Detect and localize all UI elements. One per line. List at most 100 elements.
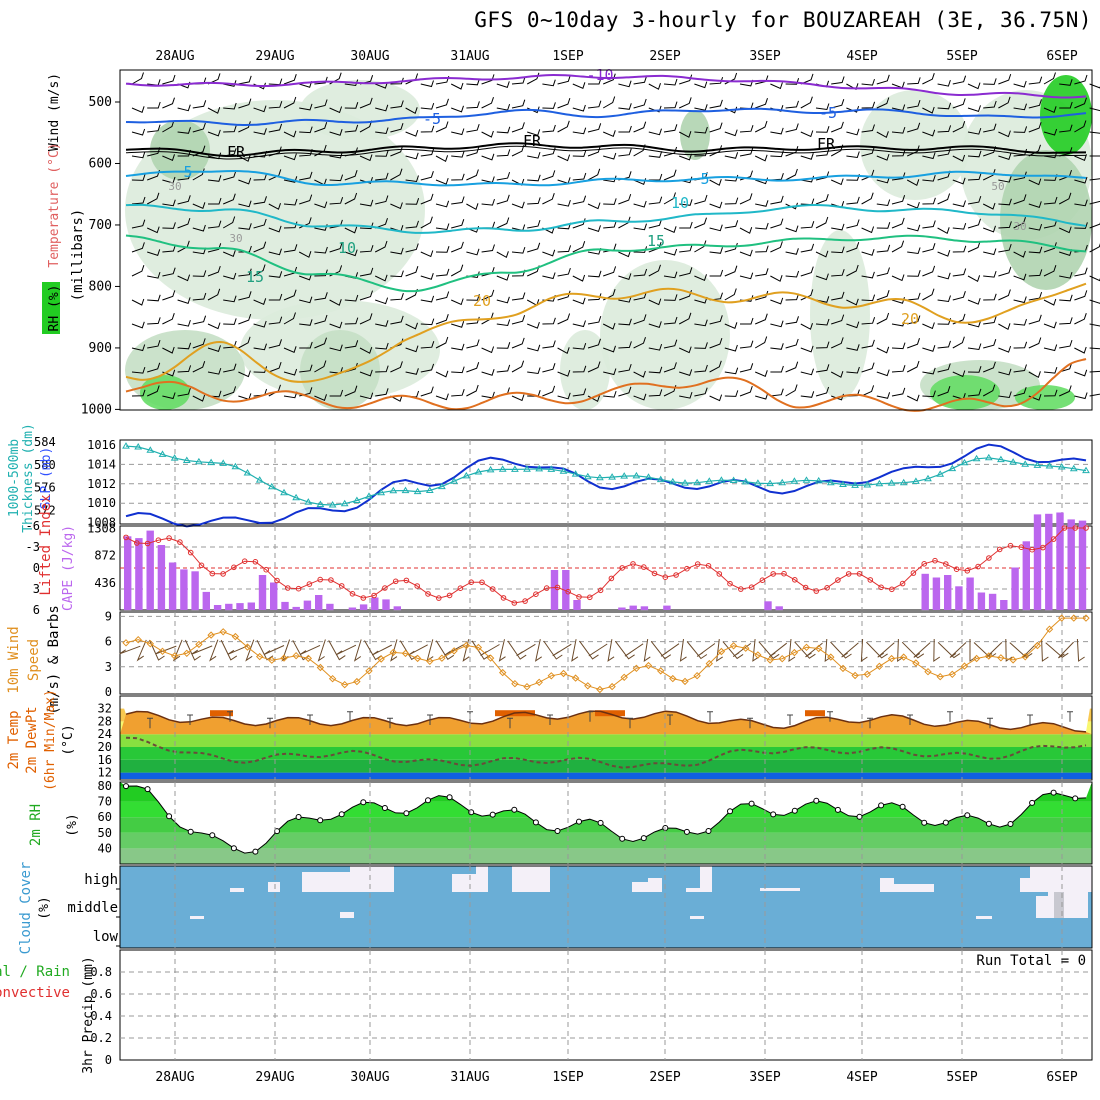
upper-wind-barb: [496, 194, 510, 205]
upper-wind-barb: [603, 73, 616, 85]
upper-wind-barb: [633, 200, 647, 208]
upper-wind-barb: [435, 370, 449, 378]
wind-barb: [119, 645, 141, 655]
lifted-index-marker: [403, 577, 410, 584]
upper-wind-barb: [268, 78, 283, 86]
upper-wind-barb: [739, 272, 754, 280]
cape-bar: [1078, 520, 1087, 610]
thickness-marker: [328, 501, 337, 508]
upper-wind-barb: [496, 296, 510, 304]
lifted-index-marker: [802, 584, 809, 591]
upper-wind-barb: [998, 175, 1012, 183]
upper-wind-barb: [405, 129, 419, 137]
upper-wind-barb: [679, 221, 693, 229]
upper-wind-barb: [1043, 298, 1057, 306]
lifted-index-marker: [1040, 544, 1046, 551]
upper-wind-barb: [1074, 392, 1088, 400]
wind-barb: [877, 642, 895, 658]
slp-tick-1012: 1012: [87, 477, 116, 491]
contour-label: -5: [819, 104, 837, 122]
upper-wind-barb: [390, 100, 404, 109]
rh-marker: [123, 783, 129, 790]
wind-speed-marker: [353, 677, 361, 686]
temp-minmax-bar: [947, 711, 953, 722]
wind-speed-marker: [814, 644, 823, 653]
upper-wind-barb: [861, 124, 875, 133]
thickness-marker: [377, 488, 386, 496]
upper-wind-barb: [238, 75, 252, 85]
precip-ylabel-convective: Convective: [0, 985, 70, 1001]
upper-wind-barb: [740, 317, 754, 325]
wind-speed-marker: [340, 680, 349, 689]
upper-wind-barb: [131, 366, 146, 374]
wind-speed-marker: [1070, 614, 1078, 622]
upper-wind-barb: [375, 172, 389, 181]
upper-wind-barb: [1059, 79, 1073, 86]
upper-wind-barb: [1043, 106, 1057, 113]
thickness-marker: [547, 465, 556, 472]
wind-barb: [426, 639, 434, 662]
upper-wind-barb: [831, 291, 845, 301]
upper-wind-barb: [451, 241, 464, 253]
cape-bar: [1056, 512, 1064, 610]
upper-wind-barb: [511, 360, 525, 373]
upper-wind-barb: [922, 152, 936, 160]
upper-wind-barb: [1089, 83, 1100, 89]
cloud-block-9: [686, 888, 700, 892]
upper-wind-barb: [299, 296, 313, 304]
thickness-marker: [267, 482, 276, 490]
upper-wind-barb: [618, 386, 632, 397]
upper-wind-barb: [147, 101, 161, 109]
cape-bar: [236, 603, 244, 610]
upper-wind-barb: [770, 127, 784, 135]
upper-wind-barb: [572, 127, 587, 135]
upper-wind-barb: [1043, 389, 1058, 397]
upper-wind-barb: [663, 226, 677, 233]
cloud-block-21: [976, 916, 992, 919]
upper-wind-barb: [162, 222, 176, 229]
thickness-tick-576: 576: [34, 481, 56, 495]
upper-wind-barb: [375, 195, 389, 205]
upper-wind-barb: [496, 81, 510, 89]
upper-wind-barb: [679, 153, 692, 161]
upper-wind-barb: [952, 154, 966, 162]
thickness-marker: [912, 477, 920, 484]
wind-barb: [660, 643, 680, 657]
temp-minmax-bar: [867, 717, 873, 729]
cape-bar: [281, 601, 289, 610]
thickness-marker: [1082, 466, 1090, 474]
slp-ylabel-thickness-range: 1000-500mb: [7, 439, 22, 517]
upper-wind-barb: [481, 244, 495, 253]
precip-tick-0.8: 0.8: [90, 965, 112, 979]
upper-wind-barb: [815, 103, 830, 111]
wind-barb: [679, 639, 687, 662]
wind-barb: [543, 640, 563, 660]
upper-wind-barb: [603, 390, 617, 398]
wind-barb: [937, 642, 961, 659]
wind-barb: [408, 644, 428, 656]
upper-wind-barb: [998, 289, 1011, 301]
upper-wind-barb: [162, 290, 176, 301]
cape-bar: [1067, 519, 1075, 610]
temp-minmax-bar: [1027, 714, 1033, 725]
precip-panel-frame: [119, 949, 1093, 1061]
upper-wind-barb: [830, 178, 844, 186]
upper-wind-barb: [922, 220, 936, 229]
thickness-marker: [899, 478, 908, 486]
wind-speed-marker: [231, 632, 240, 641]
rh-marker: [338, 811, 345, 818]
lifted-index-marker: [285, 585, 291, 591]
upper-wind-barb: [223, 80, 237, 87]
upper-wind-barb: [907, 270, 921, 277]
upper-wind-barb: [1013, 80, 1027, 88]
upper-wind-barb: [192, 100, 207, 109]
wind-speed-marker: [632, 664, 641, 673]
thickness-tick-572: 572: [34, 503, 56, 517]
upper-wind-barb: [177, 127, 191, 134]
rh-marker: [964, 812, 971, 819]
upper-wind-barb: [785, 168, 798, 181]
upper-wind-barb: [1089, 299, 1100, 304]
upper-wind-barb: [679, 244, 693, 253]
upper-wind-barb: [268, 169, 282, 181]
wind-speed-marker: [924, 667, 932, 676]
